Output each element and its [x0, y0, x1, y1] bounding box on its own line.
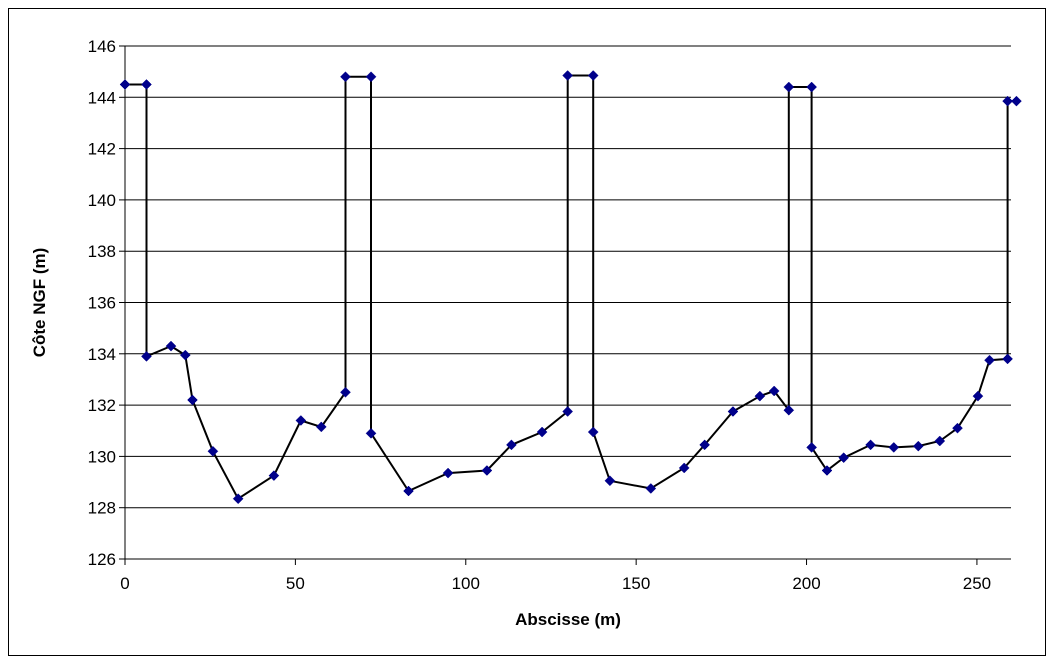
- data-point: [506, 439, 517, 451]
- data-point: [141, 351, 152, 362]
- data-point: [604, 475, 616, 487]
- y-tick-label: 130: [88, 447, 116, 466]
- data-point: [1002, 353, 1013, 365]
- y-tick-label: 146: [88, 37, 116, 56]
- data-point: [141, 79, 152, 90]
- series-line: [125, 74, 1017, 501]
- y-tick-label: 142: [88, 140, 116, 159]
- data-point: [179, 349, 191, 361]
- data-point: [268, 470, 280, 481]
- data-point: [442, 467, 454, 479]
- data-point: [587, 426, 599, 438]
- x-tick-label: 150: [622, 574, 650, 593]
- data-point: [806, 442, 818, 453]
- y-tick-label: 136: [88, 294, 116, 313]
- data-point: [645, 483, 657, 494]
- data-point: [562, 70, 574, 81]
- data-point: [727, 406, 739, 417]
- y-tick-label: 126: [88, 550, 116, 569]
- data-point: [365, 71, 377, 83]
- x-axis-ticks: 0 50 100 150 200 250: [120, 559, 991, 593]
- data-point: [587, 70, 599, 81]
- data-point: [783, 81, 795, 93]
- data-point: [207, 445, 219, 457]
- data-point: [536, 426, 548, 438]
- chart-frame: 126 128 130 132 134 136 138 140 142 144 146 0 50 100…: [8, 8, 1046, 656]
- x-tick-label: 0: [120, 574, 129, 593]
- data-point: [340, 386, 351, 398]
- data-point: [865, 439, 876, 451]
- data-point: [403, 485, 414, 497]
- x-tick-label: 250: [963, 574, 991, 593]
- data-point: [562, 406, 574, 417]
- data-point: [1002, 95, 1013, 107]
- data-point: [119, 79, 131, 90]
- y-tick-label: 144: [88, 88, 116, 107]
- data-point: [838, 452, 850, 464]
- data-point: [165, 340, 177, 352]
- data-point: [952, 422, 963, 434]
- data-point: [295, 415, 307, 426]
- data-point: [888, 442, 900, 453]
- data-point: [783, 404, 795, 416]
- y-tick-label: 140: [88, 191, 116, 210]
- data-point: [365, 427, 377, 439]
- data-point: [232, 493, 244, 505]
- axes: [124, 46, 1011, 560]
- x-tick-label: 50: [286, 574, 305, 593]
- x-axis-title: Abscisse (m): [515, 610, 621, 629]
- y-tick-label: 128: [88, 499, 116, 518]
- data-point: [340, 71, 351, 83]
- data-point: [912, 440, 924, 452]
- data-point: [768, 385, 780, 397]
- data-point: [315, 421, 327, 433]
- data-point: [754, 390, 766, 402]
- y-tick-label: 134: [88, 345, 116, 364]
- y-axis-ticks: 126 128 130 132 134 136 138 140 142 144 146: [88, 37, 125, 569]
- data-point: [187, 394, 198, 406]
- x-tick-label: 100: [452, 574, 480, 593]
- data-point: [934, 435, 946, 447]
- data-point: [806, 81, 818, 93]
- data-point: [699, 439, 711, 451]
- elevation-profile-chart: 126 128 130 132 134 136 138 140 142 144 146 0 50 100…: [30, 37, 1022, 629]
- y-axis-title: Côte NGF (m): [30, 248, 49, 358]
- y-tick-label: 132: [88, 396, 116, 415]
- data-series: [119, 70, 1022, 505]
- data-point: [481, 465, 493, 476]
- data-point: [984, 354, 995, 366]
- data-point: [821, 465, 833, 476]
- x-tick-label: 200: [792, 574, 820, 593]
- y-tick-label: 138: [88, 242, 116, 261]
- data-point: [1011, 95, 1022, 107]
- data-point: [678, 462, 690, 474]
- data-point: [972, 390, 984, 402]
